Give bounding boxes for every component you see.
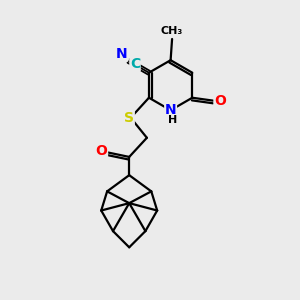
Text: H: H (168, 115, 177, 125)
Text: O: O (214, 94, 226, 108)
Text: O: O (96, 144, 107, 158)
Text: N: N (165, 103, 176, 117)
Text: N: N (116, 46, 128, 61)
Text: S: S (124, 111, 134, 125)
Text: C: C (130, 57, 140, 71)
Text: CH₃: CH₃ (161, 26, 183, 36)
